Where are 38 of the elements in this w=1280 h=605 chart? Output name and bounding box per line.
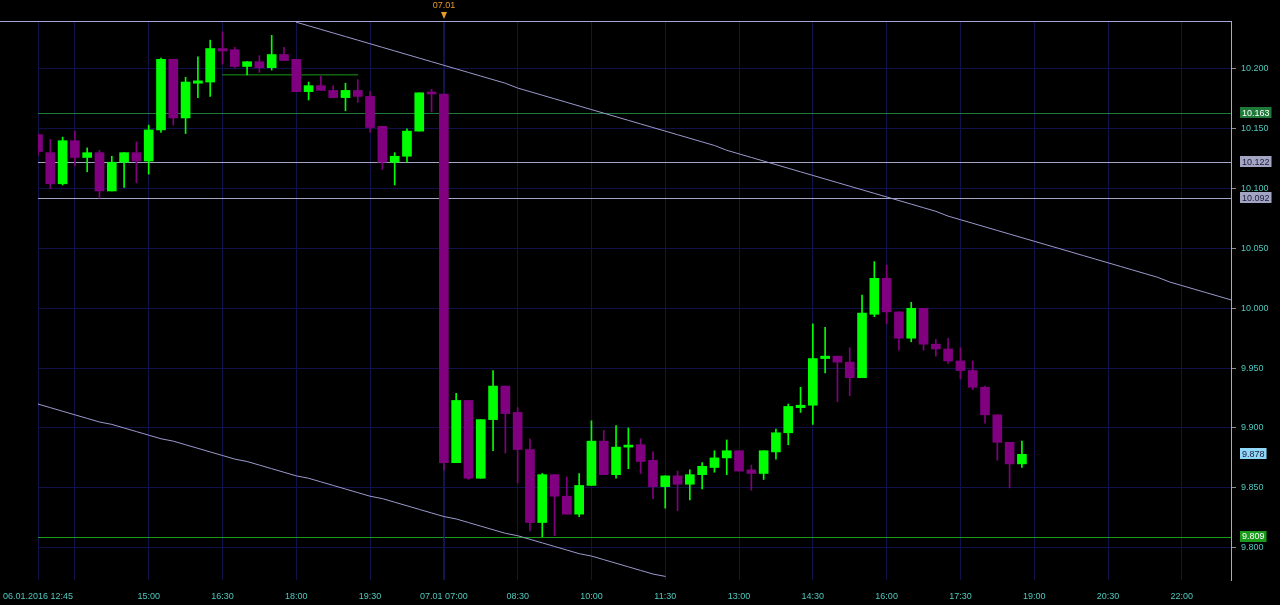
x-tick-label: 08:30 [506, 591, 529, 602]
x-tick-label: 13:00 [727, 591, 751, 602]
x-tick-label: 07.01 07:00 [420, 591, 468, 602]
ref-line-label: 10.092 [1242, 192, 1270, 203]
y-tick-label: 10.100 [1241, 183, 1269, 194]
ref-line-label: 10.163 [1242, 107, 1270, 118]
x-tick-label: 10:00 [580, 591, 603, 602]
candlestick [414, 92, 425, 132]
x-tick-label: 06.01.2016 12:45 [2, 591, 74, 602]
candlestick [734, 450, 744, 472]
y-tick-label: 10.150 [1241, 123, 1269, 134]
x-tick-label: 16:30 [211, 591, 234, 602]
x-tick-label: 18:00 [285, 591, 308, 602]
x-tick-label: 17:30 [949, 591, 972, 602]
y-tick-label: 10.050 [1241, 242, 1269, 253]
x-tick-label: 19:00 [1022, 591, 1046, 602]
text: 9.878 [1242, 448, 1265, 459]
x-tick-label: 14:30 [801, 591, 825, 602]
candlestick [242, 61, 252, 76]
candlestick [316, 75, 326, 91]
x-tick-label: 11:30 [654, 591, 677, 602]
candlestick [475, 419, 486, 479]
y-tick-label: 9.900 [1241, 422, 1264, 433]
x-tick-label: 15:00 [137, 591, 160, 602]
y-tick-label: 9.850 [1241, 482, 1264, 493]
ref-line-label: 10.122 [1242, 156, 1270, 167]
y-tick-label: 10.000 [1241, 302, 1269, 313]
y-tick-label: 9.800 [1241, 542, 1264, 553]
x-tick-label: 16:00 [875, 591, 898, 602]
y-tick-label: 9.950 [1241, 362, 1264, 373]
x-tick-label: 22:00 [1170, 591, 1194, 602]
ref-line-label: 07.01 [432, 0, 456, 11]
x-tick-label: 19:30 [358, 591, 382, 602]
y-tick-label: 10.200 [1241, 63, 1269, 74]
ref-line-label: 9.809 [1242, 531, 1265, 542]
candlestick [82, 147, 93, 173]
x-tick-label: 20:30 [1096, 591, 1120, 602]
candlestick [291, 58, 302, 92]
